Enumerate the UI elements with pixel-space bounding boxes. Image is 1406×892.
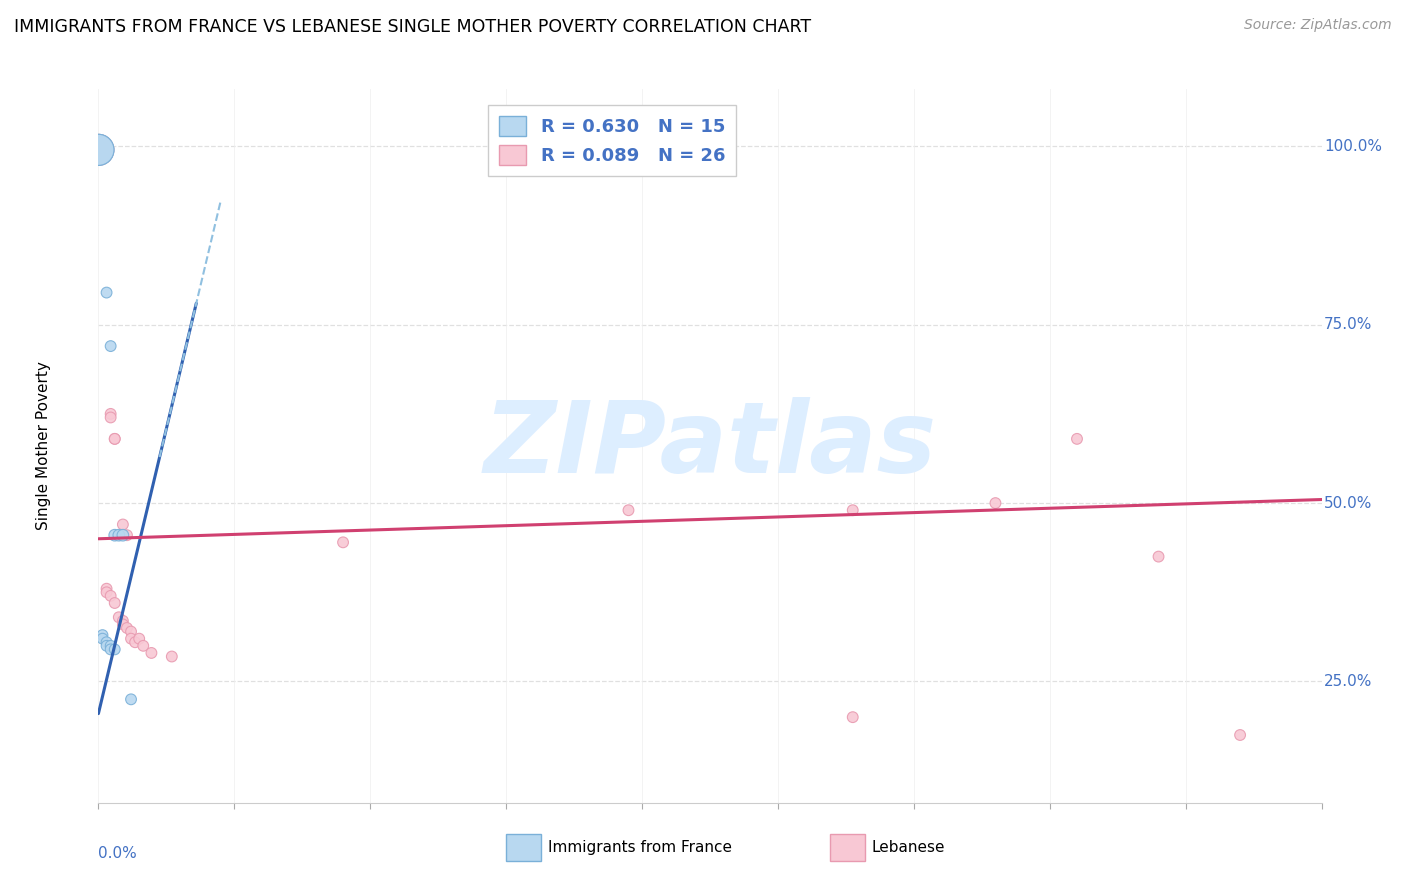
Point	[617, 503, 640, 517]
Text: 25.0%: 25.0%	[1324, 674, 1372, 689]
Text: 75.0%: 75.0%	[1324, 318, 1372, 332]
Point	[91, 632, 114, 646]
Legend: R = 0.630   N = 15, R = 0.089   N = 26: R = 0.630 N = 15, R = 0.089 N = 26	[488, 105, 735, 176]
Text: 50.0%: 50.0%	[1324, 496, 1372, 510]
Point	[111, 517, 134, 532]
Point	[91, 143, 114, 157]
Point	[100, 642, 122, 657]
Point	[332, 535, 354, 549]
Point	[108, 610, 131, 624]
Point	[841, 503, 863, 517]
Point	[120, 624, 142, 639]
Point	[87, 143, 110, 157]
Point	[111, 614, 134, 628]
Point	[1147, 549, 1170, 564]
Point	[141, 646, 163, 660]
Point	[91, 628, 114, 642]
Point	[104, 432, 127, 446]
Text: Source: ZipAtlas.com: Source: ZipAtlas.com	[1244, 18, 1392, 32]
Point	[124, 635, 146, 649]
Point	[108, 528, 131, 542]
Point	[115, 621, 138, 635]
Point	[104, 528, 127, 542]
Point	[104, 432, 127, 446]
Point	[984, 496, 1007, 510]
Point	[111, 528, 134, 542]
Point	[160, 649, 183, 664]
Point	[1229, 728, 1251, 742]
Point	[841, 710, 863, 724]
Text: Single Mother Poverty: Single Mother Poverty	[37, 361, 51, 531]
Point	[100, 589, 122, 603]
Point	[100, 410, 122, 425]
Point	[111, 617, 134, 632]
Point	[96, 585, 118, 599]
Point	[104, 596, 127, 610]
Point	[100, 639, 122, 653]
Point	[104, 642, 127, 657]
Text: 100.0%: 100.0%	[1324, 139, 1382, 153]
Text: Lebanese: Lebanese	[872, 840, 945, 855]
Point	[96, 639, 118, 653]
Point	[120, 632, 142, 646]
Point	[96, 143, 118, 157]
Point	[96, 582, 118, 596]
Point	[1066, 432, 1088, 446]
Point	[132, 639, 155, 653]
Point	[120, 692, 142, 706]
Point	[87, 143, 110, 157]
Point	[96, 285, 118, 300]
Text: Immigrants from France: Immigrants from France	[548, 840, 733, 855]
Text: ZIPatlas: ZIPatlas	[484, 398, 936, 494]
Point	[96, 635, 118, 649]
Point	[115, 528, 138, 542]
Point	[100, 339, 122, 353]
Text: IMMIGRANTS FROM FRANCE VS LEBANESE SINGLE MOTHER POVERTY CORRELATION CHART: IMMIGRANTS FROM FRANCE VS LEBANESE SINGL…	[14, 18, 811, 36]
Point	[87, 143, 110, 157]
Point	[128, 632, 150, 646]
Text: 0.0%: 0.0%	[98, 846, 138, 861]
Point	[100, 407, 122, 421]
